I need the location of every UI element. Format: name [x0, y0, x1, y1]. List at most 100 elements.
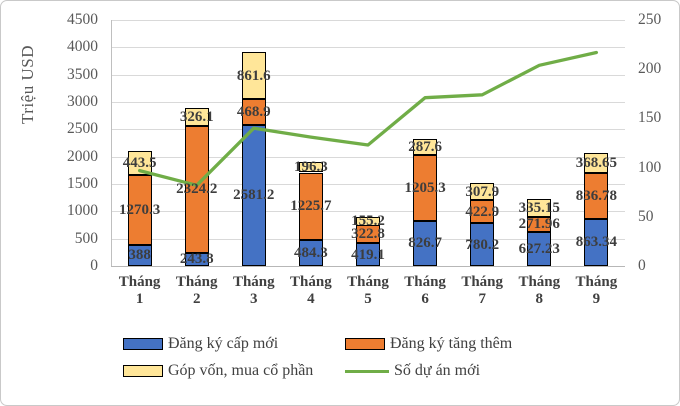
y-left-tick-label: 3000	[67, 93, 98, 110]
x-axis-label: Tháng 7	[452, 274, 512, 308]
x-axis-label: Tháng 2	[167, 274, 227, 308]
x-axis-label-line: 4	[307, 291, 315, 307]
bar-data-label: 307.9	[465, 183, 500, 200]
y-right-tick-label: 150	[638, 109, 662, 127]
bar-segment-1	[413, 220, 438, 266]
bar-data-label: 322.8	[351, 226, 385, 243]
x-axis-label: Tháng 9	[566, 274, 626, 308]
legend-label: Góp vốn, mua cổ phần	[168, 362, 314, 379]
x-axis-label-line: Tháng	[575, 274, 618, 290]
x-axis-label-line: 2	[192, 291, 201, 307]
x-axis-label-line: 3	[250, 291, 258, 307]
x-axis-label-line: 9	[592, 291, 601, 307]
x-axis-label: Tháng 1	[110, 274, 170, 308]
legend-color-swatch	[345, 338, 385, 350]
legend-color-swatch	[123, 365, 163, 377]
x-axis-label-line: Tháng	[290, 274, 332, 290]
legend-label: Đăng ký tăng thêm	[390, 335, 513, 352]
y-right-tick-label: 200	[638, 60, 662, 78]
x-axis-label-line: 1	[135, 291, 144, 307]
legend: Đăng ký cấp mới Đăng ký tăng thêm Góp vốn,…	[123, 335, 512, 380]
x-axis-label-line: Tháng	[404, 274, 446, 290]
y-right-tick-label: 0	[638, 257, 646, 274]
x-axis-label: Tháng 4	[281, 274, 341, 308]
y-left-tick-label: 1500	[67, 175, 98, 192]
y-right-tick-label: 50	[638, 207, 654, 225]
bar-data-label: 422.9	[465, 203, 500, 220]
legend-line-marker	[345, 369, 389, 373]
bar-segment-1	[127, 244, 152, 266]
x-axis-label: Tháng 8	[509, 274, 569, 308]
bar-data-label: 243.8	[179, 251, 214, 268]
bar-data-label: 863.34	[575, 234, 618, 251]
y-left-tick-label: 500	[74, 229, 98, 247]
gridline	[111, 47, 625, 49]
legend-item: Góp vốn, mua cổ phần	[123, 362, 345, 380]
y-left-tick-label: 3500	[67, 65, 98, 83]
bar-data-label: 627.23	[518, 240, 560, 257]
bar-data-label: 155.2	[351, 213, 385, 230]
bar-data-label: 1270.3	[118, 202, 161, 219]
bar-segment-1	[584, 218, 609, 266]
bar-data-label: 484.3	[294, 244, 328, 261]
bar-data-label: 196.3	[294, 159, 328, 176]
x-axis-line	[111, 266, 625, 267]
x-axis-label-line: Tháng	[461, 274, 504, 290]
y-left-tick-label: 0	[90, 257, 98, 274]
bar-data-label: 861.6	[236, 67, 271, 84]
y-left-tick-label: 4000	[67, 38, 98, 56]
gridline	[111, 74, 625, 76]
y-left-tick-label: 2000	[67, 147, 98, 165]
bar-data-label: 368.65	[575, 155, 618, 171]
legend-item: Số dự án mới	[345, 362, 512, 380]
bar-data-label: 1225.7	[290, 198, 332, 214]
y-left-tick-label: 4500	[67, 11, 98, 28]
bar-segment-1	[298, 239, 323, 266]
bar-segment-1	[184, 252, 209, 266]
y-right-tick-label: 100	[638, 158, 662, 176]
bar-data-label: 826.7	[408, 235, 442, 252]
x-axis-label-line: Tháng	[518, 274, 561, 290]
x-axis-label: Tháng 3	[224, 274, 284, 308]
bar-segment-3	[356, 217, 380, 226]
x-axis-label-line: 8	[535, 291, 544, 307]
x-axis-label-line: 5	[364, 291, 372, 307]
x-axis-label: Tháng 6	[395, 274, 455, 308]
bar-data-label: 271.96	[518, 216, 560, 233]
bar-data-label: 419.1	[351, 246, 385, 263]
gridline	[111, 211, 625, 213]
x-axis-label-line: Tháng	[118, 274, 161, 290]
bar-data-label: 388	[128, 247, 151, 264]
legend-color-swatch	[123, 338, 163, 350]
x-axis-label-line: 6	[421, 291, 429, 307]
bar-data-label: 335.15	[518, 199, 560, 216]
gridline	[111, 20, 625, 21]
bar-segment-2	[470, 200, 495, 224]
bar-data-label: 443.5	[122, 155, 157, 172]
bar-segment-1	[470, 223, 495, 266]
legend-item: Đăng ký cấp mới	[123, 335, 345, 353]
bar-data-label: 287.6	[408, 139, 442, 156]
y-left-tick-label: 1000	[67, 202, 98, 220]
y-right-tick-label: 250	[638, 11, 662, 28]
x-axis-label: Tháng 5	[338, 274, 398, 308]
bar-segment-3	[527, 198, 552, 217]
legend-label: Đăng ký cấp mới	[168, 335, 279, 352]
y-axis-line	[111, 20, 112, 266]
bar-data-label: 2581.2	[233, 187, 275, 204]
bar-data-label: 326.1	[179, 108, 214, 125]
bar-segment-2	[527, 216, 552, 232]
bar-data-label: 780.2	[465, 236, 500, 253]
x-axis-label-line: 7	[478, 291, 486, 307]
bar-data-label: 836.78	[575, 187, 618, 204]
gridline	[111, 102, 625, 103]
legend-item: Đăng ký tăng thêm	[345, 335, 512, 353]
x-axis-label-line: Tháng	[232, 274, 275, 290]
legend-label: Số dự án mới	[394, 362, 481, 379]
y-left-tick-label: 2500	[67, 120, 98, 138]
bar-data-label: 2324.2	[176, 181, 218, 198]
bar-segment-1	[527, 231, 552, 266]
x-axis-label-line: Tháng	[347, 274, 389, 290]
x-axis-label-line: Tháng	[175, 274, 218, 290]
